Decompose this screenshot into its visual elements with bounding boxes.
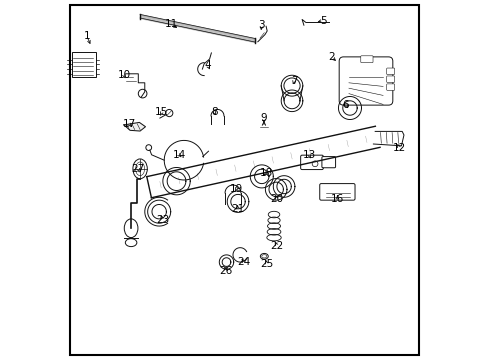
FancyBboxPatch shape — [386, 76, 394, 82]
Polygon shape — [123, 122, 145, 131]
Text: 1: 1 — [83, 31, 90, 41]
FancyBboxPatch shape — [72, 52, 96, 77]
Text: 3: 3 — [258, 20, 264, 30]
Text: 26: 26 — [219, 266, 232, 276]
Text: 18: 18 — [260, 168, 273, 178]
Text: 19: 19 — [229, 184, 243, 194]
Text: 23: 23 — [156, 215, 169, 225]
Text: 2: 2 — [327, 52, 334, 62]
FancyBboxPatch shape — [386, 68, 394, 75]
Text: 8: 8 — [210, 107, 217, 117]
Text: 22: 22 — [270, 240, 283, 251]
FancyBboxPatch shape — [319, 184, 354, 200]
Text: 14: 14 — [172, 150, 185, 160]
Text: 21: 21 — [231, 204, 244, 214]
Text: 24: 24 — [237, 257, 250, 267]
Text: 10: 10 — [117, 70, 130, 80]
FancyBboxPatch shape — [386, 84, 394, 90]
Text: 9: 9 — [260, 113, 267, 123]
Text: 17: 17 — [122, 119, 136, 129]
FancyBboxPatch shape — [339, 57, 392, 105]
FancyBboxPatch shape — [360, 56, 372, 63]
Text: 13: 13 — [302, 150, 315, 160]
Text: 25: 25 — [260, 258, 273, 269]
Text: 15: 15 — [155, 107, 168, 117]
Text: 16: 16 — [330, 194, 343, 204]
Text: 12: 12 — [392, 143, 405, 153]
FancyBboxPatch shape — [321, 157, 335, 168]
Text: 6: 6 — [342, 100, 348, 110]
Text: 11: 11 — [165, 19, 178, 30]
FancyBboxPatch shape — [300, 155, 323, 170]
Text: 27: 27 — [131, 164, 144, 174]
Text: 20: 20 — [270, 194, 283, 204]
Text: 5: 5 — [320, 15, 326, 26]
Text: 4: 4 — [203, 60, 210, 70]
Text: 7: 7 — [290, 76, 297, 86]
